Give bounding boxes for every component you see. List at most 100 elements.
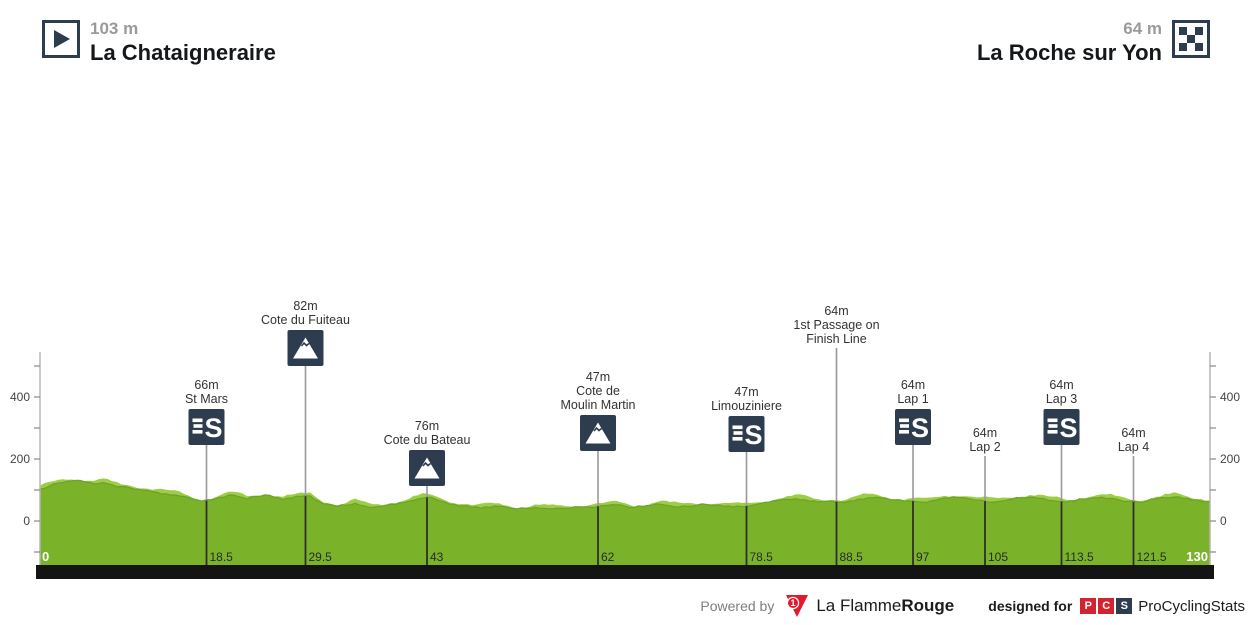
start-city: La Chataigneraire xyxy=(90,39,276,65)
sprint-s-glyph: S xyxy=(204,413,222,443)
x-tick-label: 43 xyxy=(430,550,444,564)
marker-name-label: Lap 2 xyxy=(969,440,1000,454)
marker-elevation-label: 64m xyxy=(1121,426,1145,440)
marker-name-label: Limouziniere xyxy=(711,399,782,413)
pcs-letter-c: C xyxy=(1098,598,1115,614)
marker-name-label: St Mars xyxy=(185,392,228,406)
marker-name-label: Cote du Bateau xyxy=(384,433,471,447)
start-text: 103 m La Chataigneraire xyxy=(90,19,276,65)
x-tick-label-start: 0 xyxy=(42,549,49,564)
marker-elevation-label: 47m xyxy=(734,385,758,399)
sprint-speedline xyxy=(899,430,909,434)
sprint-s-glyph: S xyxy=(1059,413,1077,443)
mountain-ridge-mark xyxy=(300,341,310,347)
sprint-speedline xyxy=(1047,418,1058,423)
sprint-speedline xyxy=(733,431,743,435)
marker-name-label: Lap 3 xyxy=(1046,392,1077,406)
marker-name-label: Lap 1 xyxy=(897,392,928,406)
sprint-speedline xyxy=(1048,424,1058,428)
mountain-ridge-mark xyxy=(422,461,431,467)
designed-for-label: designed for xyxy=(988,598,1073,614)
marker-elevation-label: 47m xyxy=(586,370,610,384)
left-y-tick-label: 0 xyxy=(23,514,30,528)
x-tick-label: 121.5 xyxy=(1137,550,1167,564)
finish-city: La Roche sur Yon xyxy=(976,39,1162,65)
x-tick-label: 97 xyxy=(916,550,930,564)
footer-credits: Powered by 1 La FlammeRouge designed for… xyxy=(700,593,1245,619)
la-flamme-rouge-wordmark[interactable]: La FlammeRouge xyxy=(816,596,955,615)
x-tick-label: 18.5 xyxy=(210,550,234,564)
start-location: 103 m La Chataigneraire xyxy=(42,19,276,65)
sprint-s-glyph: S xyxy=(911,413,929,443)
left-y-tick-label: 200 xyxy=(10,452,30,466)
marker-elevation-label: 82m xyxy=(293,299,317,313)
right-y-tick-label: 400 xyxy=(1220,390,1240,404)
sprint-icon xyxy=(1043,409,1080,445)
la-flamme-rouge-icon[interactable]: 1 xyxy=(784,593,810,619)
sprint-speedline xyxy=(899,418,909,423)
finish-elevation: 64 m xyxy=(1123,19,1162,38)
mountain-peak xyxy=(414,457,440,479)
marker-elevation-label: 64m xyxy=(824,304,848,318)
sprint-speedline xyxy=(192,430,203,434)
sprint-speedline xyxy=(900,424,909,428)
sprint-speedline xyxy=(193,424,203,428)
marker-name-label: Finish Line xyxy=(806,332,866,346)
pcs-letter-p: P xyxy=(1080,598,1097,614)
sprint-icon xyxy=(188,409,225,445)
right-y-tick-label: 0 xyxy=(1220,514,1227,528)
x-tick-label: 105 xyxy=(988,550,1008,564)
marker-name-label: Lap 4 xyxy=(1118,440,1149,454)
sprint-speedline xyxy=(192,418,203,423)
mountain-peak xyxy=(293,337,318,359)
x-tick-label: 113.5 xyxy=(1065,550,1094,564)
x-tick-label: 78.5 xyxy=(750,550,774,564)
sprint-speedline xyxy=(732,425,743,430)
powered-by-label: Powered by xyxy=(700,598,775,614)
sprint-speedline xyxy=(732,437,743,441)
marker-elevation-label: 64m xyxy=(1049,378,1073,392)
play-triangle-icon xyxy=(54,30,70,48)
left-y-tick-label: 400 xyxy=(10,390,30,404)
mountain-peak xyxy=(585,422,611,444)
sprint-icon xyxy=(895,409,931,445)
x-tick-label: 88.5 xyxy=(840,550,864,564)
mountain-ridge-mark xyxy=(593,426,602,432)
start-flag-icon xyxy=(42,20,80,58)
x-tick-label: 29.5 xyxy=(309,550,333,564)
marker-elevation-label: 66m xyxy=(194,378,218,392)
header: 103 m La Chataigneraire 64 m La Roche su… xyxy=(0,0,1250,70)
sprint-icon xyxy=(728,416,765,452)
pcs-letter-s: S xyxy=(1116,598,1133,614)
finish-location: 64 m La Roche sur Yon xyxy=(976,19,1210,65)
marker-elevation-label: 64m xyxy=(901,378,925,392)
pcs-logo-icon[interactable]: P C S xyxy=(1080,598,1133,614)
elevation-edge xyxy=(39,479,1211,510)
sprint-s-glyph: S xyxy=(744,420,762,450)
finish-text: 64 m La Roche sur Yon xyxy=(976,19,1162,65)
finish-flag-icon xyxy=(1172,20,1210,58)
x-tick-label-end: 130 xyxy=(1186,549,1208,564)
procyclingstats-label[interactable]: ProCyclingStats xyxy=(1138,597,1245,615)
marker-elevation-label: 76m xyxy=(415,419,439,433)
checkered-flag-icon xyxy=(1179,27,1203,51)
marker-name-label: 1st Passage on xyxy=(793,318,879,332)
x-tick-label: 62 xyxy=(601,550,615,564)
start-elevation: 103 m xyxy=(90,19,139,38)
marker-elevation-label: 64m xyxy=(973,426,997,440)
marker-name-label: Moulin Martin xyxy=(560,398,635,412)
svg-text:1: 1 xyxy=(791,598,796,608)
right-y-tick-label: 200 xyxy=(1220,452,1240,466)
